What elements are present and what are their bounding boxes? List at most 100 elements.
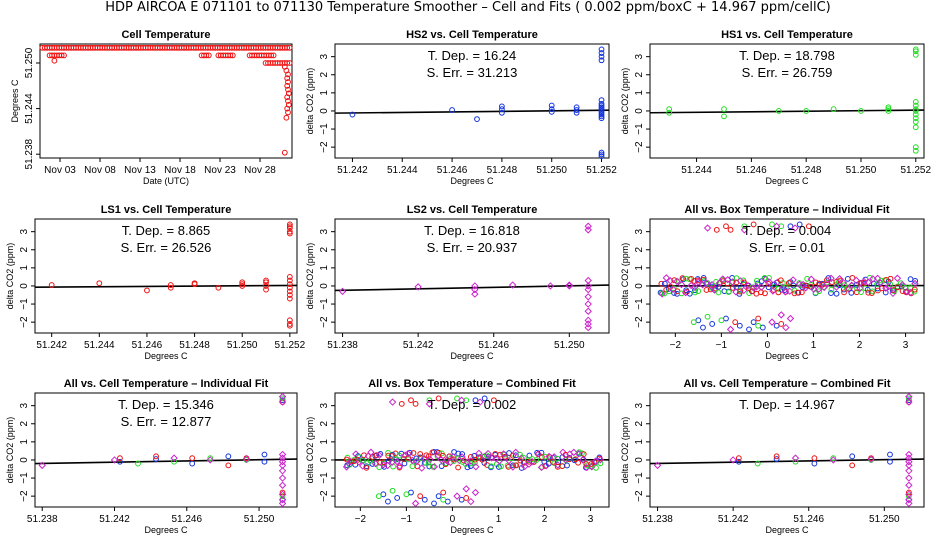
data-point — [550, 453, 558, 461]
data-point — [435, 493, 442, 500]
data-point — [475, 449, 483, 458]
data-point — [388, 398, 397, 406]
data-point — [691, 283, 699, 291]
data-point — [852, 276, 860, 285]
data-point — [367, 448, 375, 456]
data-point — [279, 493, 286, 500]
y-tick-label: 2 — [19, 247, 30, 253]
chart-title: LS1 vs. Cell Temperature — [101, 204, 232, 216]
data-point — [385, 450, 391, 456]
data-point — [409, 463, 416, 470]
data-point — [727, 226, 734, 233]
x-tick-label: 51.244 — [387, 165, 418, 176]
data-point — [284, 94, 291, 101]
fit-line — [334, 284, 610, 292]
data-point — [281, 149, 288, 156]
data-point — [885, 108, 892, 114]
data-point — [679, 275, 686, 282]
data-point — [225, 453, 232, 460]
data-point — [695, 288, 702, 295]
data-point — [687, 281, 695, 290]
data-point — [396, 452, 403, 459]
stat-annotation: T. Dep. = 18.798 — [739, 48, 835, 63]
data-point — [429, 463, 436, 470]
data-point — [733, 275, 740, 282]
chart-panel-8: All vs. Box Temperature – Combined Fit −2… — [305, 378, 610, 535]
data-point — [755, 315, 762, 322]
data-point — [653, 461, 662, 470]
data-point — [732, 319, 739, 326]
data-point — [278, 467, 287, 475]
data-point — [546, 282, 555, 290]
data-point — [286, 223, 293, 230]
data-point — [709, 321, 716, 327]
x-tick-label: Nov 13 — [124, 165, 156, 176]
data-point — [286, 288, 293, 295]
data-point — [383, 461, 392, 470]
x-tick-label: 51.246 — [132, 340, 163, 351]
y-tick-label: 1 — [319, 439, 330, 445]
data-point — [548, 106, 555, 113]
y-axis-label: delta CO2 (ppm) — [305, 417, 315, 484]
data-point — [723, 223, 729, 230]
data-point — [285, 109, 291, 116]
data-point — [905, 493, 912, 500]
x-tick-label: 51.248 — [791, 165, 822, 176]
data-point — [153, 456, 159, 462]
x-tick-label: 51.252 — [900, 165, 931, 176]
data-point — [584, 285, 592, 294]
data-point — [912, 147, 919, 154]
data-point — [905, 496, 913, 504]
data-point — [759, 324, 766, 331]
data-point — [574, 450, 583, 458]
data-point — [864, 286, 871, 293]
data-point — [789, 276, 797, 284]
x-tick-label: 1 — [811, 340, 817, 351]
x-tick-label: 51.246 — [171, 514, 202, 525]
data-point — [285, 71, 291, 78]
data-point — [598, 115, 605, 122]
data-point — [746, 326, 752, 333]
data-point — [749, 288, 756, 295]
data-point — [791, 290, 798, 297]
data-point — [426, 397, 433, 404]
x-tick-label: 51.250 — [244, 514, 275, 525]
data-point — [401, 451, 409, 459]
data-point — [458, 453, 466, 461]
data-point — [598, 111, 605, 118]
data-point — [905, 467, 913, 475]
y-tick-label: 3 — [319, 53, 330, 59]
stat-annotation: S. Err. = 12.877 — [121, 414, 212, 429]
chart-title: All vs. Cell Temperature – Individual Fi… — [64, 378, 269, 390]
data-point — [695, 277, 702, 284]
data-point — [570, 448, 578, 457]
data-point — [425, 459, 432, 466]
data-point — [598, 108, 605, 114]
data-point — [117, 455, 123, 462]
stat-annotation: T. Dep. = 15.346 — [118, 397, 214, 412]
x-tick-label: 51.250 — [554, 340, 585, 351]
data-point — [912, 51, 919, 58]
fit-line — [34, 458, 298, 465]
data-point — [584, 323, 592, 332]
y-tick-label: −2 — [634, 141, 645, 153]
x-tick-label: 0 — [450, 514, 456, 525]
data-point — [497, 451, 504, 458]
data-point — [811, 460, 818, 467]
data-point — [153, 453, 159, 460]
data-point — [565, 282, 574, 290]
chart-title: HS1 vs. Cell Temperature — [721, 29, 853, 41]
data-point — [884, 282, 893, 291]
data-point — [885, 106, 892, 113]
data-point — [263, 283, 269, 289]
stat-annotation: T. Dep. = 16.24 — [428, 48, 517, 63]
data-point — [887, 275, 894, 282]
y-axis-label: delta CO2 (ppm) — [5, 243, 15, 310]
x-tick-label: 2 — [857, 340, 863, 351]
data-point — [858, 108, 864, 114]
y-tick-label: −2 — [634, 490, 645, 502]
y-tick-label: 51.238 — [24, 138, 35, 169]
data-point — [471, 285, 479, 294]
data-point — [912, 46, 919, 53]
data-point — [835, 275, 844, 283]
